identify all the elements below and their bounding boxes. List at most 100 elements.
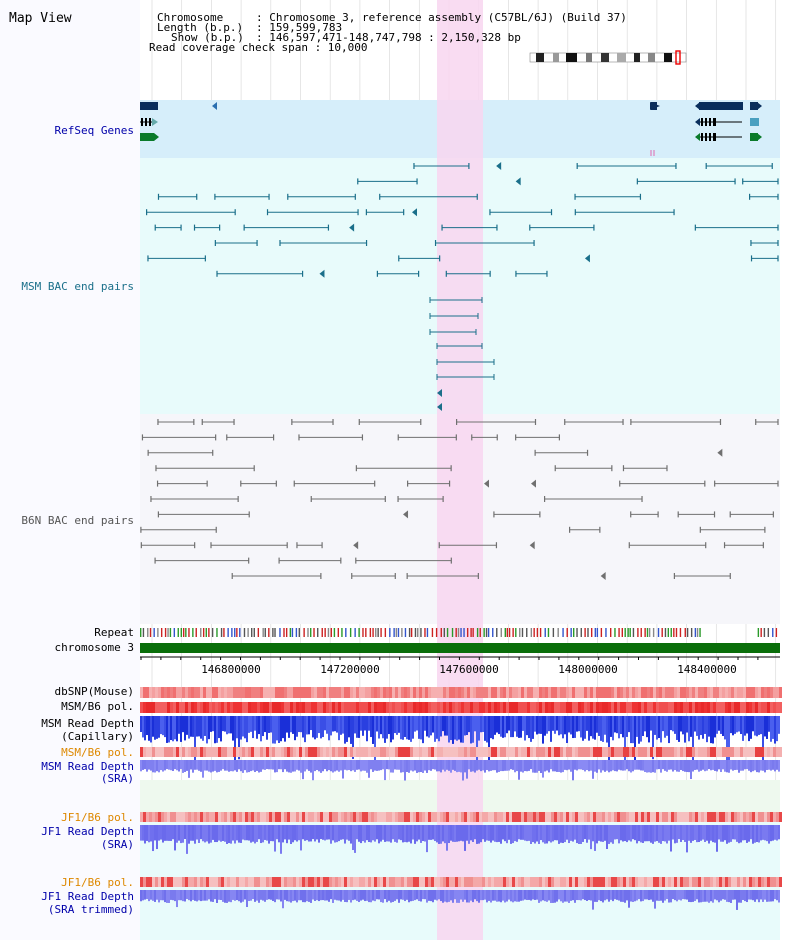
bac-end-marker[interactable] [529,541,535,550]
chromosome-ideogram[interactable] [529,50,687,65]
bac-end-pair[interactable] [157,193,198,200]
msm-depth-sra-track[interactable] [140,760,780,781]
bac-end-pair[interactable] [351,573,396,579]
bac-end-pair[interactable] [574,193,642,200]
bac-end-marker[interactable] [584,254,590,263]
track-label-jf1-b6-pol-2[interactable]: JF1/B6 pol. [61,876,134,889]
bac-end-pair[interactable] [157,419,195,425]
bac-end-pair[interactable] [193,224,221,231]
bac-end-pair[interactable] [534,449,589,456]
bac-end-pair[interactable] [714,480,779,487]
bac-end-pair[interactable] [493,511,541,518]
refseq-gene[interactable] [695,102,762,110]
bac-end-pair[interactable] [554,465,613,472]
bac-end-pair[interactable] [436,374,495,380]
bac-end-pair[interactable] [699,526,766,533]
bac-end-pair[interactable] [210,542,288,549]
bac-end-pair[interactable] [214,240,258,246]
bac-end-pair[interactable] [278,557,342,564]
track-label-msm-bac[interactable]: MSM BAC end pairs [21,280,134,293]
dbsnp-track[interactable] [140,687,782,698]
bac-end-marker[interactable] [403,510,409,519]
bac-end-pair[interactable] [147,449,214,456]
jf1-b6-pol-track[interactable] [140,812,782,822]
bac-end-pair[interactable] [436,343,483,349]
bac-end-pair[interactable] [214,193,270,200]
track-label-chromosome[interactable]: chromosome 3 [55,641,134,654]
bac-end-pair[interactable] [436,359,495,365]
bac-end-pair[interactable] [293,480,376,487]
selected-region-highlight[interactable] [437,0,483,940]
track-label-msm-b6-pol[interactable]: MSM/B6 pol. [61,700,134,713]
track-label-msm-depth-cap-2[interactable]: (Capillary) [61,730,134,743]
bac-end-pair[interactable] [742,178,779,185]
msm-b6-pol-track-2[interactable] [140,747,782,757]
bac-end-pair[interactable] [279,240,368,246]
bac-end-pair[interactable] [379,193,478,200]
bac-end-pair[interactable] [429,297,483,303]
bac-end-pair[interactable] [140,526,217,533]
bac-end-pair[interactable] [628,542,707,549]
track-label-jf1-depth-2[interactable]: (SRA) [101,838,134,851]
bac-end-pair[interactable] [471,434,498,441]
bac-end-pair[interactable] [226,434,275,441]
bac-end-marker[interactable] [437,403,442,411]
bac-end-pair[interactable] [201,419,235,425]
bac-end-pair[interactable] [147,255,206,262]
jf1-depth-sra-track[interactable] [140,825,780,854]
bac-end-pair[interactable] [355,465,452,472]
bac-end-pair[interactable] [673,573,731,579]
bac-end-pair[interactable] [216,270,304,277]
track-label-msm-b6-pol-2[interactable]: MSM/B6 pol. [61,746,134,759]
track-label-msm-depth-sra-1[interactable]: MSM Read Depth [41,760,134,773]
bac-end-pair[interactable] [630,511,659,518]
bac-end-pair[interactable] [140,542,196,549]
bac-end-pair[interactable] [694,224,779,231]
bac-end-pair[interactable] [357,178,418,185]
chromosome-bar[interactable] [140,643,780,653]
repeat-track[interactable] [140,628,778,637]
bac-end-pair[interactable] [156,480,208,487]
bac-end-pair[interactable] [358,419,422,425]
msm-bac-end-pairs[interactable] [146,162,779,411]
bac-end-pair[interactable] [154,557,250,564]
bac-end-pair[interactable] [365,209,405,216]
bac-end-pair[interactable] [376,270,420,277]
bac-end-pair[interactable] [755,419,779,425]
track-label-jf1-b6-pol[interactable]: JF1/B6 pol. [61,811,134,824]
bac-end-pair[interactable] [429,313,479,319]
bac-end-pair[interactable] [310,496,386,502]
track-label-repeat[interactable]: Repeat [94,626,134,639]
bac-end-pair[interactable] [750,240,779,246]
bac-end-pair[interactable] [155,465,255,472]
bac-end-pair[interactable] [619,480,706,487]
bac-end-pair[interactable] [407,480,451,487]
bac-end-pair[interactable] [397,434,457,441]
refseq-gene[interactable] [140,102,158,110]
bac-end-pair[interactable] [157,511,250,518]
bac-end-marker[interactable] [515,177,521,186]
bac-end-pair[interactable] [287,193,356,200]
bac-end-pair[interactable] [231,573,322,579]
bac-end-pair[interactable] [413,163,470,169]
bac-end-pair[interactable] [636,178,736,185]
refseq-gene-arrow[interactable] [212,102,217,110]
bac-end-pair[interactable] [296,542,323,549]
jf1-b6-pol-track-2[interactable] [140,877,782,887]
bac-end-pair[interactable] [569,526,601,533]
bac-end-marker[interactable] [600,572,606,580]
bac-end-pair[interactable] [141,434,217,441]
bac-end-pair[interactable] [429,329,477,335]
bac-end-pair[interactable] [150,496,239,502]
bac-end-pair[interactable] [243,224,330,231]
bac-end-pair[interactable] [298,434,364,441]
bac-end-pair[interactable] [529,224,595,231]
bac-end-pair[interactable] [398,255,441,262]
track-label-jf1-depth-1[interactable]: JF1 Read Depth [41,825,134,838]
bac-end-pair[interactable] [397,496,444,502]
refseq-genes-track[interactable] [140,102,762,156]
bac-end-marker[interactable] [437,389,442,397]
bac-end-pair[interactable] [515,434,560,441]
bac-end-pair[interactable] [749,193,779,200]
refseq-gene[interactable] [140,118,158,126]
